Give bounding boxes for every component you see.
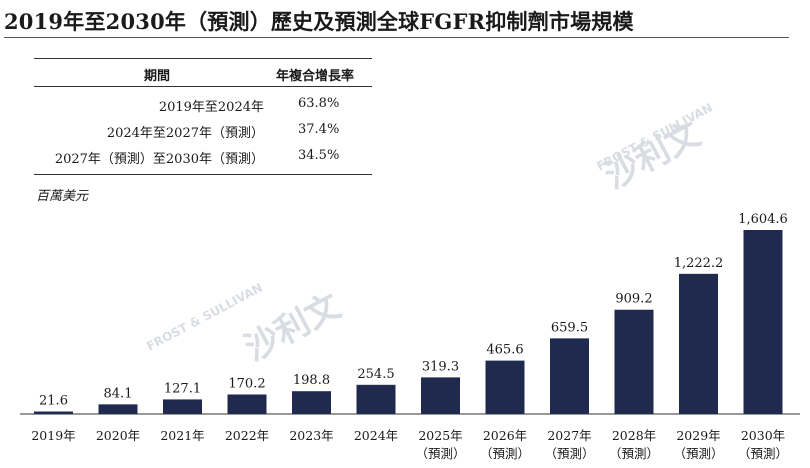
x-tick-note: （預測）: [544, 446, 594, 461]
x-tick-note: （預測）: [480, 446, 530, 461]
x-tick-note: （預測）: [415, 446, 465, 461]
x-tick-label: 2021年: [160, 428, 204, 443]
title-underline: [4, 37, 789, 38]
x-tick-label: 2027年: [547, 428, 591, 443]
bar-2022年: [227, 394, 267, 414]
value-label: 1,604.6: [738, 212, 788, 227]
table-top-rule: [34, 58, 372, 59]
x-tick-note: （預測）: [609, 446, 659, 461]
value-label: 909.2: [615, 292, 652, 307]
value-label: 659.5: [551, 320, 588, 335]
x-tick-label: 2024年: [354, 428, 398, 443]
x-tick-label: 2020年: [96, 428, 140, 443]
value-label: 127.1: [164, 381, 201, 396]
x-tick-label: 2025年: [418, 428, 462, 443]
bar-2019年: [34, 411, 73, 414]
value-label: 465.6: [486, 343, 523, 358]
value-label: 84.1: [104, 386, 133, 401]
cagr-header-rate: 年複合增長率: [276, 69, 355, 84]
x-tick-label: 2029年: [676, 428, 720, 443]
x-tick-label: 2028年: [612, 428, 656, 443]
bar-2021年: [163, 399, 202, 414]
chart-title: 2019年至2030年（預測）歷史及預測全球FGFR抑制劑市場規模: [4, 9, 634, 34]
cagr-row: 2027年（預測）至2030年（預測） 34.5%: [34, 148, 372, 170]
bar-2028年: [614, 309, 654, 414]
x-tick-label: 2022年: [225, 428, 269, 443]
x-tick-label: 2023年: [289, 428, 333, 443]
x-tick-label: 2019年: [31, 428, 75, 443]
table-header-rule: [34, 86, 372, 87]
value-label: 21.6: [39, 394, 68, 409]
table-bottom-rule: [34, 174, 372, 175]
value-label: 1,222.2: [674, 256, 724, 271]
cagr-rate: 34.5%: [298, 148, 340, 163]
bar-2023年: [292, 391, 331, 414]
bar-2027年: [550, 338, 589, 414]
cagr-period: 2019年至2024年: [158, 100, 264, 115]
bar-2026年: [485, 360, 525, 414]
bar-2020年: [98, 404, 138, 414]
value-label: 170.2: [228, 376, 265, 391]
value-label: 319.3: [422, 359, 459, 374]
cagr-period: 2027年（預測）至2030年（預測）: [54, 152, 264, 167]
cagr-rate: 37.4%: [298, 122, 340, 137]
x-tick-label: 2030年: [741, 428, 785, 443]
cagr-rate: 63.8%: [298, 96, 340, 111]
value-label: 254.5: [357, 367, 394, 382]
bar-2030年: [743, 230, 783, 414]
cagr-row: 2024年至2027年（預測） 37.4%: [34, 122, 372, 144]
bars-group: 21.6 2019年 84.1 2020年 127.1 2021年 170.2 2022年 19…: [20, 212, 800, 461]
x-tick-note: （預測）: [738, 446, 788, 461]
cagr-row: 2019年至2024年 63.8%: [34, 96, 372, 118]
bar-2025年: [421, 377, 460, 414]
bar-2024年: [356, 384, 396, 414]
bar-2029年: [679, 273, 718, 414]
x-tick-label: 2026年: [483, 428, 527, 443]
value-label: 198.8: [293, 373, 330, 388]
x-tick-note: （預測）: [673, 446, 723, 461]
unit-label: 百萬美元: [36, 189, 89, 204]
cagr-header-period: 期間: [144, 69, 171, 84]
cagr-period: 2024年至2027年（預測）: [106, 126, 264, 141]
